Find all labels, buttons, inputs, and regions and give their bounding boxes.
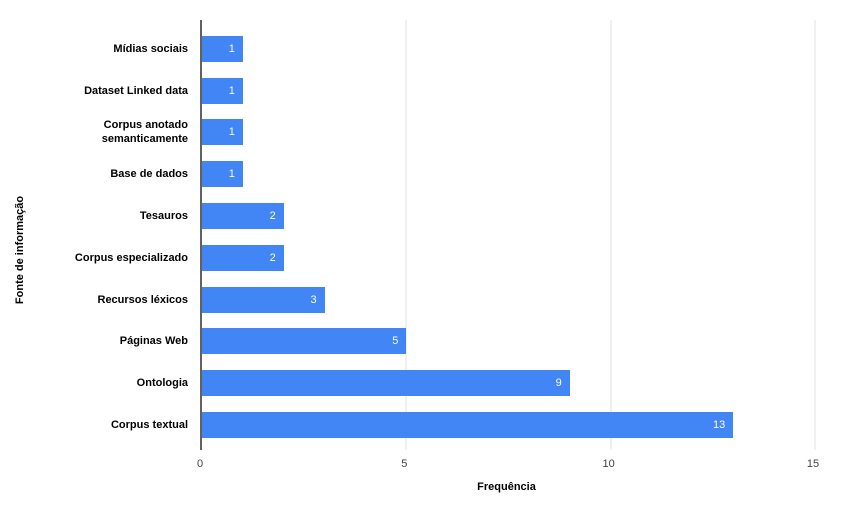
bar-row: Corpus textual 13: [0, 404, 815, 446]
bar: 1: [202, 35, 243, 62]
bar-track: 2: [202, 244, 815, 271]
plot-area: [200, 20, 816, 450]
bar-row: Tesauros 2: [0, 195, 815, 237]
bar-row: Mídias sociais 1: [0, 28, 815, 70]
bar-value-label: 9: [555, 377, 562, 390]
bar-value-label: 13: [713, 419, 726, 432]
bar-track: 13: [202, 412, 815, 439]
category-label-text: Base de dados: [110, 168, 188, 181]
bar-row: Corpus anotado semanticamente 1: [0, 112, 815, 154]
bar: 1: [202, 161, 243, 188]
category-label: Corpus textual: [0, 418, 202, 432]
bar-row: Corpus especializado 2: [0, 237, 815, 279]
bar: 3: [202, 286, 325, 313]
bar-value-label: 1: [228, 126, 235, 139]
category-label: Base de dados: [0, 167, 202, 181]
gridline: [610, 20, 612, 450]
category-label: Páginas Web: [0, 334, 202, 348]
category-label: Ontologia: [0, 376, 202, 390]
category-label: Corpus especializado: [0, 251, 202, 265]
bar: 13: [202, 412, 734, 439]
category-label-text: Corpus textual: [110, 418, 188, 431]
bar: 1: [202, 119, 243, 146]
x-axis-ticks: 0 5 10 15: [196, 450, 819, 470]
bar: 2: [202, 203, 284, 230]
bar-track: 1: [202, 35, 815, 62]
bar-track: 2: [202, 203, 815, 230]
bar-value-label: 1: [228, 84, 235, 97]
category-label: Mídias sociais: [0, 42, 202, 56]
bar-row: Páginas Web 5: [0, 321, 815, 363]
bar-value-label: 2: [269, 251, 276, 264]
category-label-text: Recursos léxicos: [97, 293, 189, 306]
bar: 9: [202, 370, 570, 397]
bar: 5: [202, 328, 407, 355]
x-axis-title: Frequência: [477, 481, 536, 493]
category-label-text: Corpus especializado: [74, 251, 188, 264]
category-label-text: Tesauros: [139, 209, 188, 222]
x-tick-label: 5: [401, 458, 408, 470]
bar-track: 9: [202, 370, 815, 397]
category-label-text: Páginas Web: [119, 335, 188, 348]
category-label-text: Corpus anotado semanticamente: [101, 119, 188, 146]
bar-value-label: 2: [269, 210, 276, 223]
category-label: Corpus anotado semanticamente: [0, 118, 202, 147]
bar-track: 3: [202, 286, 815, 313]
gridline: [814, 20, 816, 450]
x-tick-label: 0: [196, 458, 204, 470]
bar-row: Dataset Linked data 1: [0, 70, 815, 112]
category-label-text: Mídias sociais: [113, 42, 188, 55]
bar-row: Ontologia 9: [0, 362, 815, 404]
x-tick-label: 10: [602, 458, 615, 470]
category-label: Dataset Linked data: [0, 84, 202, 98]
bar-track: 1: [202, 119, 815, 146]
bar-track: 5: [202, 328, 815, 355]
category-label-text: Dataset Linked data: [84, 84, 188, 97]
bar-row: Recursos léxicos 3: [0, 279, 815, 321]
bar-row: Base de dados 1: [0, 153, 815, 195]
bar-track: 1: [202, 161, 815, 188]
category-label: Recursos léxicos: [0, 293, 202, 307]
bar: 2: [202, 244, 284, 271]
bar-value-label: 5: [392, 335, 399, 348]
bar-rows: Mídias sociais 1 Dataset Linked data 1 Corpu…: [0, 28, 815, 446]
bar-value-label: 1: [228, 168, 235, 181]
gridline: [405, 20, 407, 450]
bar: 1: [202, 77, 243, 104]
category-label: Tesauros: [0, 209, 202, 223]
x-tick-label: 15: [806, 458, 820, 470]
category-label-text: Ontologia: [136, 377, 188, 390]
bar-track: 1: [202, 77, 815, 104]
bar-value-label: 3: [310, 293, 317, 306]
bar-value-label: 1: [228, 42, 235, 55]
